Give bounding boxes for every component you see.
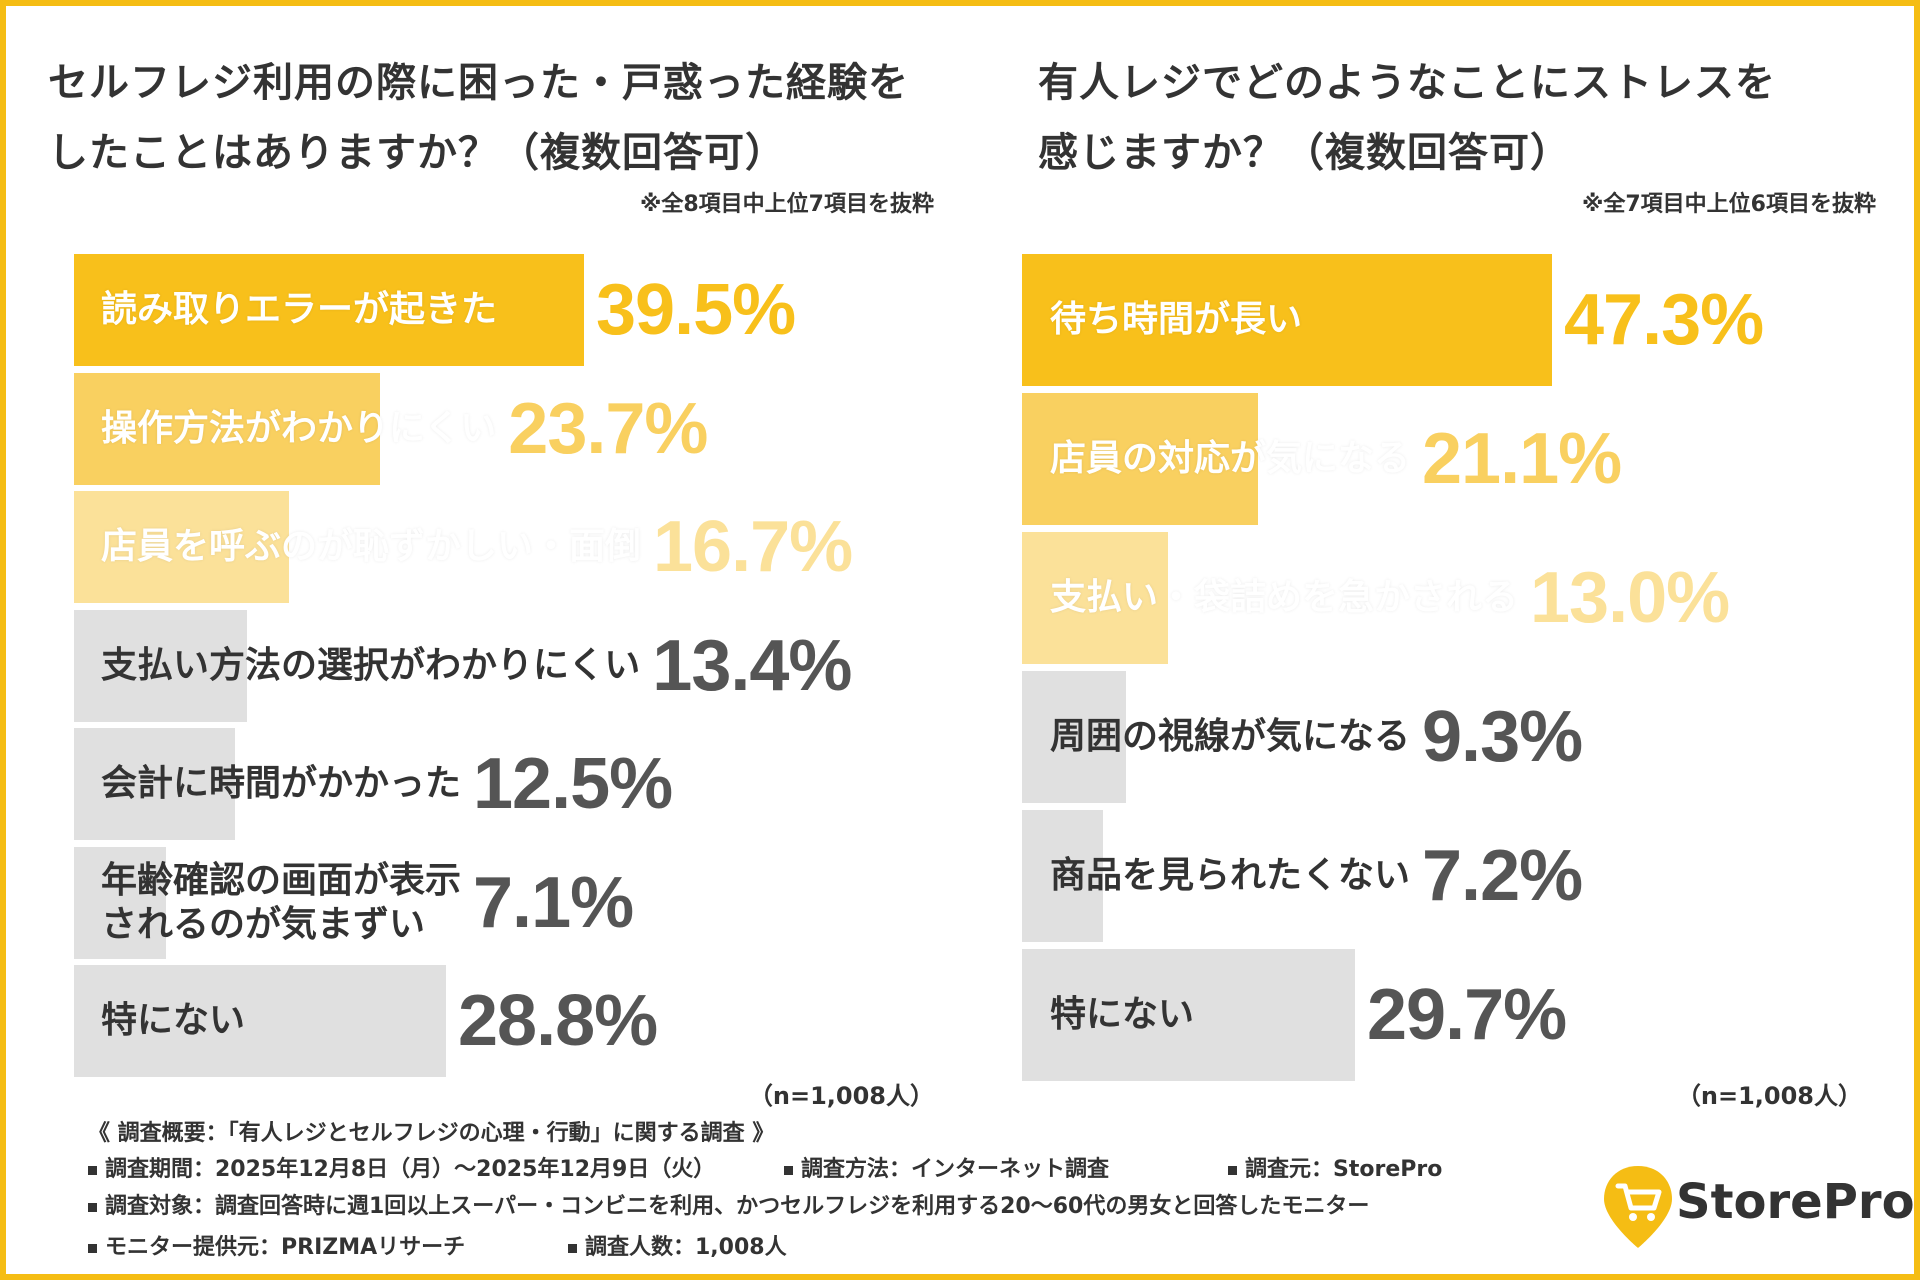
bar-label-3: 周囲の視線が気になる bbox=[1050, 715, 1410, 759]
left-chart-note: ※全8項目中上位7項目を抜粋 bbox=[639, 192, 934, 217]
bar-value-6: 28.8% bbox=[458, 981, 658, 1061]
bar-2 bbox=[1022, 532, 1168, 664]
bar-4 bbox=[74, 728, 235, 840]
survey-period: 調査期間：2025年12月8日（月）〜2025年12月9日（火） bbox=[88, 1155, 715, 1185]
bar-value-5: 29.7% bbox=[1367, 975, 1567, 1055]
bar-value-2: 13.0% bbox=[1530, 558, 1730, 638]
bar-label-line: されるのが気まずい bbox=[101, 903, 426, 945]
right-chart-note: ※全7項目中上位6項目を抜粋 bbox=[1581, 192, 1876, 217]
bullet-square-icon bbox=[88, 1202, 97, 1212]
bar-5 bbox=[74, 846, 166, 959]
right-sample-size: （n=1,008人） bbox=[1676, 1082, 1862, 1110]
bar-label-line: 支払い・袋詰めを急かされる bbox=[1050, 577, 1519, 618]
bar-value-0: 39.5% bbox=[596, 270, 796, 350]
survey-method-text: 調査方法：インターネット調査 bbox=[801, 1157, 1110, 1182]
bullet-square-icon bbox=[784, 1165, 793, 1175]
right-chart-title: 有人レジでどのようなことにストレスを 感じますか？（複数回答可） bbox=[1038, 48, 1898, 188]
survey-source: 調査元：StorePro bbox=[1228, 1155, 1442, 1185]
bar-label-line: 店員の対応が気になる bbox=[1050, 438, 1411, 479]
bar-value-3: 9.3% bbox=[1422, 697, 1583, 777]
bar-value-0: 47.3% bbox=[1564, 280, 1764, 360]
left-sample-size: （n=1,008人） bbox=[748, 1082, 934, 1110]
left-chart-title-line-1: セルフレジ利用の際に困った・戸惑った経験を bbox=[48, 60, 909, 106]
bar-label-5: 特にない bbox=[1050, 993, 1194, 1037]
bar-value-4: 12.5% bbox=[473, 744, 673, 824]
bar-label-line: 支払い方法の選択がわかりにくい bbox=[101, 644, 641, 686]
bar-value-2: 16.7% bbox=[653, 507, 853, 587]
bar-1 bbox=[1022, 393, 1258, 525]
bar-value-3: 13.4% bbox=[652, 625, 852, 706]
bar-label-line: 特にない bbox=[1050, 994, 1195, 1035]
survey-count-text: 調査人数：1,008人 bbox=[585, 1235, 787, 1260]
bar-label-line: 特にない bbox=[101, 1000, 246, 1041]
bar-2 bbox=[74, 491, 289, 603]
survey-source-text: 調査元：StorePro bbox=[1245, 1157, 1443, 1182]
storepro-logo-text: StorePro bbox=[1676, 1174, 1915, 1230]
bar-label-line: 会計に時間がかかった bbox=[101, 763, 462, 804]
bar-1 bbox=[74, 372, 380, 485]
survey-provider-text: モニター提供元：PRIZMAリサーチ bbox=[105, 1235, 466, 1260]
survey-provider: モニター提供元：PRIZMAリサーチ bbox=[88, 1233, 465, 1263]
bar-3 bbox=[1022, 671, 1126, 803]
bar-0 bbox=[74, 254, 584, 366]
left-chart-title: セルフレジ利用の際に困った・戸惑った経験を したことはありますか？（複数回答可） bbox=[48, 48, 948, 188]
survey-count: 調査人数：1,008人 bbox=[568, 1233, 787, 1263]
survey-period-text: 調査期間：2025年12月8日（月）〜2025年12月9日（火） bbox=[105, 1157, 716, 1182]
bar-label-line: 店員を呼ぶのが恥ずかしい・面倒 bbox=[101, 526, 642, 567]
bar-label-5: 年齢確認の画面が表示 されるのが気まずい bbox=[101, 859, 461, 947]
bullet-square-icon bbox=[88, 1165, 97, 1175]
bar-label-1: 操作方法がわかりにくい bbox=[101, 407, 496, 451]
survey-overview-heading: 《 調査概要：「有人レジとセルフレジの心理・行動」に関する調査 》 bbox=[88, 1121, 775, 1146]
bar-label-0: 読み取りエラーが起きた bbox=[101, 288, 497, 332]
bar-label-3: 支払い方法の選択がわかりにくい bbox=[101, 644, 640, 688]
bar-value-5: 7.1% bbox=[473, 862, 634, 943]
bar-value-4: 7.2% bbox=[1422, 836, 1583, 916]
survey-target: 調査対象：調査回答時に週1回以上スーパー・コンビニを利用、かつセルフレジを利用す… bbox=[88, 1192, 1369, 1222]
bar-label-line: 待ち時間が長い bbox=[1050, 299, 1303, 340]
right-chart-title-line-1: 有人レジでどのようなことにストレスを bbox=[1038, 60, 1776, 106]
bar-0 bbox=[1022, 254, 1552, 386]
bar-label-2: 店員を呼ぶのが恥ずかしい・面倒 bbox=[101, 525, 641, 569]
bar-label-4: 会計に時間がかかった bbox=[101, 762, 461, 806]
bar-label-line: 年齢確認の画面が表示 bbox=[101, 859, 462, 901]
bar-6 bbox=[74, 965, 446, 1077]
bar-label-2: 支払い・袋詰めを急かされる bbox=[1050, 576, 1518, 620]
bar-label-6: 特にない bbox=[101, 999, 245, 1043]
survey-method: 調査方法：インターネット調査 bbox=[784, 1155, 1109, 1185]
shopping-cart-pin-icon bbox=[1604, 1166, 1672, 1248]
bar-label-line: 読み取りエラーが起きた bbox=[101, 289, 498, 330]
bar-label-4: 商品を見られたくない bbox=[1050, 854, 1410, 898]
bar-label-0: 待ち時間が長い bbox=[1050, 298, 1302, 342]
bar-label-line: 商品を見られたくない bbox=[1050, 855, 1411, 896]
bar-label-line: 操作方法がわかりにくい bbox=[101, 407, 497, 449]
bar-label-1: 店員の対応が気になる bbox=[1050, 437, 1410, 481]
survey-row-1: 調査期間：2025年12月8日（月）〜2025年12月9日（火） 調査方法：イン… bbox=[88, 1155, 1588, 1185]
survey-row-3: モニター提供元：PRIZMAリサーチ 調査人数：1,008人 bbox=[88, 1233, 988, 1263]
left-chart-title-line-2: したことはありますか？（複数回答可） bbox=[48, 130, 786, 176]
bar-value-1: 23.7% bbox=[508, 388, 708, 469]
bar-5 bbox=[1022, 949, 1355, 1081]
bullet-square-icon bbox=[1228, 1165, 1237, 1175]
bullet-square-icon bbox=[568, 1243, 577, 1253]
survey-target-text: 調査対象：調査回答時に週1回以上スーパー・コンビニを利用、かつセルフレジを利用す… bbox=[105, 1194, 1370, 1219]
bar-4 bbox=[1022, 810, 1103, 942]
bar-label-line: 周囲の視線が気になる bbox=[1050, 716, 1411, 757]
bar-value-1: 21.1% bbox=[1422, 419, 1622, 499]
right-chart-title-line-2: 感じますか？（複数回答可） bbox=[1038, 130, 1571, 176]
bullet-square-icon bbox=[88, 1243, 97, 1253]
bar-3 bbox=[74, 609, 247, 722]
